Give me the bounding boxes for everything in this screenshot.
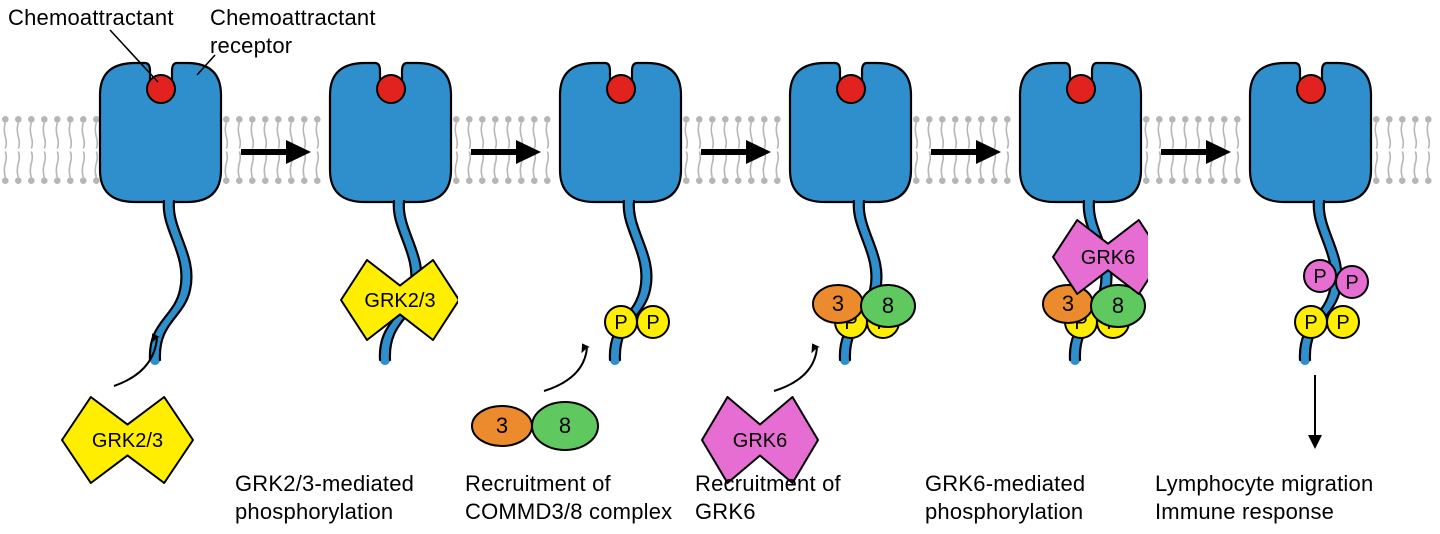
sequence-arrow — [701, 140, 771, 164]
svg-text:P: P — [646, 312, 659, 334]
membrane-segment — [0, 115, 100, 185]
recruit-arrow — [770, 340, 825, 395]
callout-lines — [0, 0, 300, 120]
svg-text:8: 8 — [559, 413, 571, 438]
diagram-canvas: GRK2/3 PP PP38 PP38GRK6 PPPP GRK2/338GRK… — [0, 0, 1440, 534]
receptor: PPPP — [1243, 60, 1378, 390]
signal-arrow — [1305, 375, 1325, 450]
membrane-segment — [1371, 115, 1440, 185]
recruit-arrow — [540, 340, 595, 395]
svg-text:3: 3 — [496, 413, 508, 438]
svg-text:8: 8 — [882, 293, 894, 318]
svg-text:P: P — [1313, 266, 1326, 288]
svg-text:GRK2/3: GRK2/3 — [364, 290, 435, 312]
sequence-arrow — [241, 140, 311, 164]
receptor: PP38GRK6 — [1013, 60, 1148, 390]
stage-caption: Recruitment of COMMD3/8 complex — [465, 470, 705, 525]
commd38-free: 38 — [470, 400, 600, 452]
svg-text:P: P — [1304, 312, 1317, 334]
receptor: GRK2/3 — [323, 60, 458, 390]
svg-text:3: 3 — [1062, 291, 1074, 316]
svg-text:GRK6: GRK6 — [1081, 247, 1135, 269]
svg-text:8: 8 — [1112, 293, 1124, 318]
stage-caption: GRK6-mediated phosphorylation — [925, 470, 1165, 525]
svg-text:P: P — [614, 312, 627, 334]
recruit-arrow — [110, 330, 165, 390]
sequence-arrow — [931, 140, 1001, 164]
svg-text:P: P — [1336, 312, 1349, 334]
svg-text:GRK2/3: GRK2/3 — [92, 430, 163, 452]
stage-caption: Recruitment of GRK6 — [695, 470, 935, 525]
sequence-arrow — [1161, 140, 1231, 164]
svg-text:P: P — [1345, 272, 1358, 294]
stage-caption: Lymphocyte migration Immune response — [1155, 470, 1395, 525]
grk23-free: GRK2/3 — [60, 395, 195, 485]
sequence-arrow — [471, 140, 541, 164]
svg-text:GRK6: GRK6 — [733, 430, 787, 452]
stage-caption: GRK2/3-mediated phosphorylation — [235, 470, 475, 525]
svg-text:3: 3 — [832, 291, 844, 316]
